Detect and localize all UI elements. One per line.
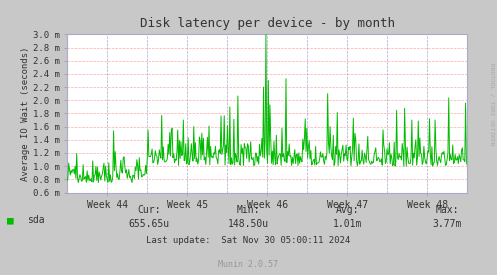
Text: 1.01m: 1.01m (333, 219, 363, 229)
Y-axis label: Average IO Wait (seconds): Average IO Wait (seconds) (21, 46, 30, 181)
Text: 148.50u: 148.50u (228, 219, 269, 229)
Text: Cur:: Cur: (137, 205, 161, 215)
Text: Min:: Min: (237, 205, 260, 215)
Title: Disk latency per device - by month: Disk latency per device - by month (140, 17, 395, 31)
Text: ■: ■ (7, 215, 14, 225)
Text: 3.77m: 3.77m (432, 219, 462, 229)
Text: Max:: Max: (435, 205, 459, 215)
Text: Munin 2.0.57: Munin 2.0.57 (219, 260, 278, 269)
Text: RRDTOOL / TOBI OETIKER: RRDTOOL / TOBI OETIKER (490, 63, 495, 146)
Text: 655.65u: 655.65u (129, 219, 169, 229)
Text: sda: sda (27, 215, 45, 225)
Text: Avg:: Avg: (336, 205, 360, 215)
Text: Last update:  Sat Nov 30 05:00:11 2024: Last update: Sat Nov 30 05:00:11 2024 (147, 236, 350, 245)
